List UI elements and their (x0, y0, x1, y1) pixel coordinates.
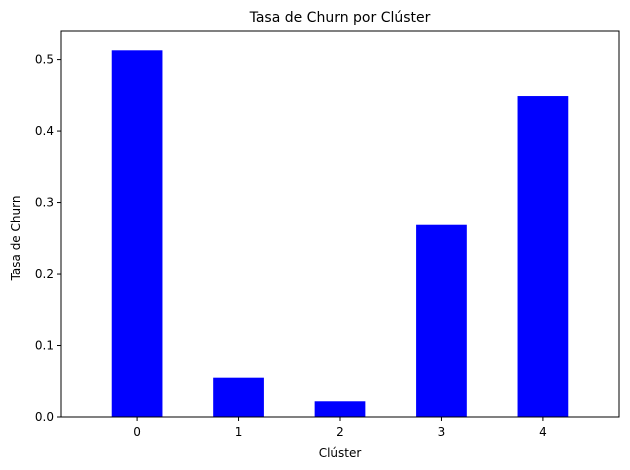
plot-frame (60, 30, 620, 418)
y-tick-label: 0.0 (35, 410, 54, 424)
x-tick-label: 3 (438, 425, 446, 439)
bar-3 (416, 224, 467, 417)
x-tick-label: 2 (336, 425, 344, 439)
x-tick-label: 4 (539, 425, 547, 439)
y-axis-ticks: 0.0 0.1 0.2 0.3 0.4 0.5 (35, 53, 61, 424)
bar-4 (517, 96, 569, 417)
x-tick-label: 0 (133, 425, 141, 439)
y-axis-label: Tasa de Churn (9, 196, 23, 282)
x-tick-label: 1 (235, 425, 243, 439)
bars-group (111, 50, 569, 418)
x-axis-label: Clúster (319, 446, 362, 460)
bar-0 (111, 50, 163, 418)
y-tick-label: 0.1 (35, 339, 54, 353)
bar-1 (213, 377, 264, 417)
y-tick-label: 0.3 (35, 196, 54, 210)
chart-title: Tasa de Churn por Clúster (249, 10, 431, 26)
x-axis-ticks: 0 1 2 3 4 (133, 417, 547, 439)
y-tick-label: 0.2 (35, 267, 54, 281)
y-tick-label: 0.5 (35, 53, 54, 67)
y-tick-label: 0.4 (35, 124, 54, 138)
bar-2 (314, 401, 366, 417)
